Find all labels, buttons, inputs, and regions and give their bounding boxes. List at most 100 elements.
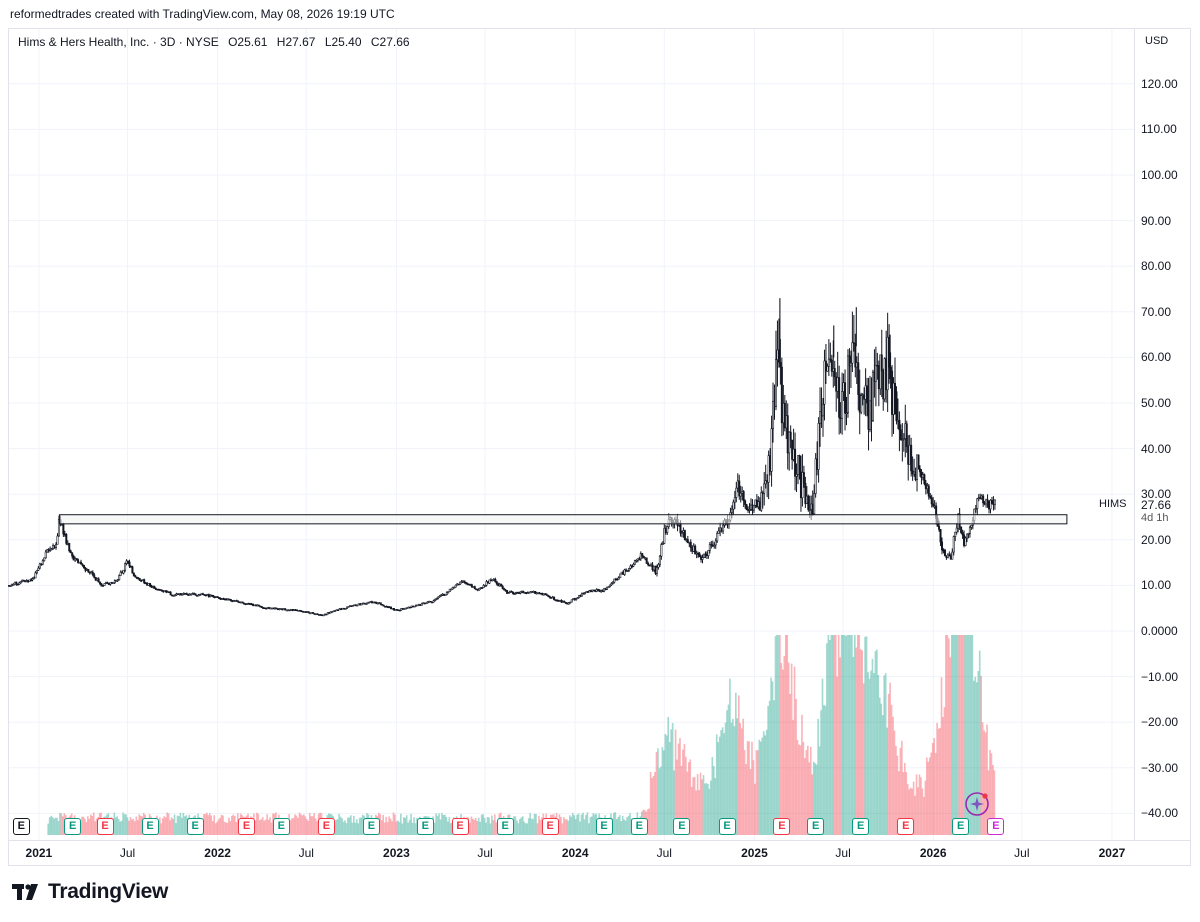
ohlc-high: H27.67 (276, 35, 316, 49)
volume-bar (873, 673, 875, 835)
volume-bar (576, 814, 578, 835)
volume-bar (792, 719, 794, 835)
candle-body (739, 492, 742, 497)
candle-body (613, 578, 616, 583)
earnings-marker[interactable]: E (630, 818, 648, 835)
candle-body (12, 584, 15, 586)
candle-body (18, 582, 21, 585)
candle-body (923, 474, 926, 484)
volume-bar (779, 635, 781, 835)
earnings-marker[interactable]: E (807, 818, 825, 835)
earnings-marker[interactable]: E (541, 818, 559, 835)
candle-body (733, 497, 736, 503)
sparkle-assistant-icon[interactable] (964, 791, 990, 817)
volume-bar (624, 820, 627, 835)
volume-bar (864, 636, 866, 835)
candle-body (100, 583, 103, 587)
volume-bar (862, 683, 865, 835)
volume-bar (801, 714, 803, 835)
volume-bar (585, 815, 587, 835)
earnings-marker[interactable]: E (272, 818, 290, 835)
volume-bar (936, 722, 938, 835)
candle-body (638, 558, 641, 560)
volume-bar (802, 741, 805, 835)
candle-body (819, 411, 822, 424)
volume-bar (867, 672, 869, 835)
earnings-marker[interactable]: E (718, 818, 736, 835)
volume-bar (892, 716, 894, 835)
earnings-marker[interactable]: E (238, 818, 256, 835)
candle-body (375, 601, 378, 604)
earnings-marker[interactable]: E (673, 818, 691, 835)
candle-body (623, 569, 626, 575)
candle-body (69, 550, 72, 554)
volume-bar (951, 635, 953, 835)
candle-body (854, 342, 857, 368)
earnings-marker[interactable]: E (595, 818, 613, 835)
volume-bar (82, 816, 85, 835)
volume-bar (214, 823, 217, 835)
candle-body (899, 429, 902, 440)
earnings-marker[interactable]: E (362, 818, 380, 835)
earnings-marker[interactable]: E (141, 818, 159, 835)
earnings-marker[interactable]: E (496, 818, 514, 835)
volume-bar (902, 772, 905, 835)
volume-bar (923, 796, 925, 835)
chart-frame (8, 28, 1191, 866)
symbol-name[interactable]: Hims & Hers Health, Inc. · 3D · NYSE (18, 35, 219, 49)
volume-bar (737, 695, 740, 835)
candle-body (19, 580, 22, 584)
time-tick-label: Jul (298, 846, 314, 860)
volume-bar (59, 812, 61, 835)
volume-bar (62, 816, 64, 835)
earnings-marker[interactable]: E (852, 818, 870, 835)
candle-body (830, 359, 833, 372)
earnings-marker[interactable]: E (897, 818, 915, 835)
candle-body (607, 586, 610, 589)
earnings-marker[interactable]: E (64, 818, 82, 835)
currency-button[interactable]: USD (1145, 35, 1169, 47)
volume-bar (967, 635, 969, 835)
earnings-marker[interactable]: E (186, 818, 204, 835)
price-tick-label: −30.00 (1141, 760, 1179, 775)
volume-bar (749, 769, 752, 835)
volume-bar (303, 814, 305, 835)
volume-bar (494, 814, 496, 835)
volume-bar (962, 635, 965, 835)
candle-body (450, 588, 453, 591)
earnings-marker[interactable]: E (12, 818, 30, 835)
earnings-marker[interactable]: E (416, 818, 434, 835)
volume-bar (740, 728, 743, 835)
tradingview-logo-icon (12, 884, 38, 900)
candle-body (143, 579, 146, 584)
candle-body (44, 551, 47, 559)
volume-bar (123, 814, 126, 835)
candle-body (938, 526, 941, 530)
earnings-marker[interactable]: E (773, 818, 791, 835)
volume-bar (948, 638, 950, 835)
candle-body (814, 458, 817, 494)
candle-body (948, 554, 951, 557)
candle-body (880, 354, 883, 372)
earnings-marker[interactable]: E (317, 818, 335, 835)
candle-body (641, 553, 644, 557)
candle-body (444, 594, 447, 596)
volume-bar (730, 722, 733, 835)
candle-body (112, 582, 115, 584)
volume-bar (295, 815, 298, 835)
volume-bar (558, 814, 561, 835)
volume-bar (436, 815, 439, 835)
earnings-marker[interactable]: E (952, 818, 970, 835)
volume-bar (723, 733, 725, 835)
earnings-marker[interactable]: E (451, 818, 469, 835)
volume-bar (513, 816, 515, 835)
candle-body (398, 609, 401, 612)
volume-bar (339, 816, 342, 835)
earnings-marker[interactable]: E (987, 818, 1005, 835)
volume-bar (759, 741, 762, 835)
candle-body (970, 524, 973, 528)
volume-bar (714, 778, 717, 835)
tradingview-brand[interactable]: TradingView (12, 880, 168, 904)
earnings-marker[interactable]: E (96, 818, 114, 835)
